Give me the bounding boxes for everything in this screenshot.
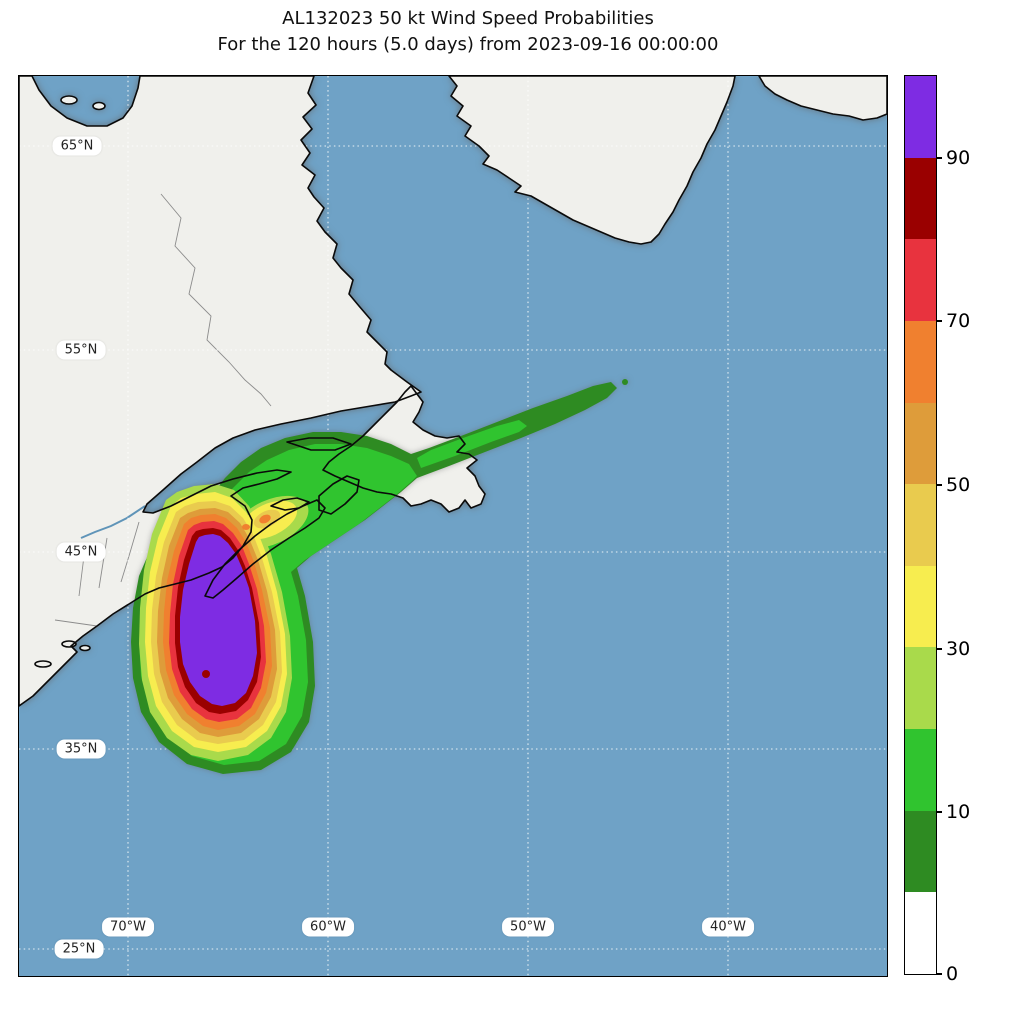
lat-label-55n: 55°N: [56, 340, 106, 360]
colorbar-tick-label: 90: [946, 147, 971, 169]
colorbar-segment-60-70: [905, 320, 936, 403]
lon-label-40w: 40°W: [702, 917, 754, 937]
colorbar-segment-20-30: [905, 647, 936, 730]
tick-mark: [936, 811, 942, 813]
tick-mark: [936, 484, 942, 486]
probability-swath: [131, 379, 628, 774]
colorbar-segment-80-90: [905, 157, 936, 240]
colorbar-tick-label: 70: [946, 310, 971, 332]
prob-dot-orange-ns-1: [259, 514, 271, 524]
chart-title-line2: For the 120 hours (5.0 days) from 2023-0…: [217, 34, 719, 56]
lat-label-35n: 35°N: [56, 739, 106, 759]
lon-label-50w: 50°W: [502, 917, 554, 937]
colorbar-segment-10-20: [905, 729, 936, 811]
colorbar-tick-70: 70: [936, 310, 970, 332]
colorbar: 90 70 50 30 10 0: [904, 75, 970, 985]
colorbar-segment-70-80: [905, 239, 936, 321]
tick-mark: [936, 157, 942, 159]
border-nh: [98, 537, 108, 589]
tick-mark: [936, 648, 942, 650]
colorbar-segment-40-50: [905, 484, 936, 566]
colorbar-segment-5-10: [905, 810, 936, 893]
colorbar-tick-90: 90: [936, 147, 970, 169]
tick-mark: [936, 320, 942, 322]
tick-mark: [936, 973, 942, 975]
colorbar-segment-30-40: [905, 565, 936, 648]
border-quebec-labrador: [160, 193, 272, 407]
prob-dot-orange-ns-2: [242, 524, 250, 530]
prob-speck-tail-tip: [622, 379, 628, 385]
map-panel: 65°N 55°N 45°N 35°N 25°N 70°W 60°W 50°W …: [18, 75, 888, 977]
colorbar-tick-0: 0: [936, 963, 958, 985]
colorbar-segment-90-100: [905, 76, 936, 158]
colorbar-tick-10: 10: [936, 801, 970, 823]
colorbar-segment-0-5: [905, 892, 936, 975]
border-mass: [54, 619, 98, 627]
lat-label-45n: 45°N: [56, 542, 106, 562]
colorbar-tick-label: 0: [946, 963, 959, 985]
colorbar-tick-label: 50: [946, 474, 971, 496]
map-svg: [19, 76, 887, 976]
colorbar-tick-label: 10: [946, 801, 971, 823]
chart-title-line1: AL132023 50 kt Wind Speed Probabilities: [282, 8, 654, 29]
prob-dot-darkred-core: [202, 670, 210, 678]
colorbar-segment-50-60: [905, 402, 936, 485]
lat-label-65n: 65°N: [52, 136, 102, 156]
colorbar-segments: [905, 76, 936, 975]
colorbar-tick-30: 30: [936, 638, 970, 660]
lon-label-70w: 70°W: [102, 917, 154, 937]
colorbar-tick-50: 50: [936, 474, 970, 496]
lat-label-25n: 25°N: [54, 939, 104, 959]
colorbar-tick-label: 30: [946, 638, 971, 660]
st-lawrence-river: [80, 505, 146, 539]
chart-title: AL132023 50 kt Wind Speed Probabilities …: [18, 6, 918, 58]
lon-label-60w: 60°W: [302, 917, 354, 937]
border-maine-quebec: [120, 521, 140, 583]
